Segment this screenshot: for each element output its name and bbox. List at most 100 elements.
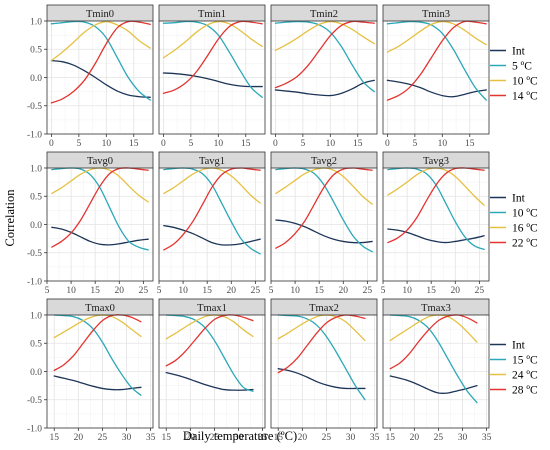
y-tick-label: 0.5 — [30, 340, 42, 350]
x-tick-label: 30 — [122, 433, 132, 443]
series-line-10c — [162, 20, 263, 59]
x-tick-label: 15 — [49, 433, 59, 443]
x-tick-label: 5 — [412, 139, 417, 149]
facet-title: Tmax3 — [421, 303, 451, 314]
facet-panel-Tavg3: Tavg3 5 10 15 20 25 — [381, 151, 490, 296]
series-line-int — [53, 375, 142, 391]
y-axis-title: Correlation — [3, 189, 17, 247]
x-tick-label: 0 — [161, 139, 166, 149]
facet-title: Tavg1 — [199, 156, 225, 167]
x-tick-label: 15 — [465, 139, 475, 149]
x-tick-label: 10 — [214, 139, 224, 149]
x-tick-label: 10 — [326, 139, 336, 149]
x-tick-label: 15 — [241, 139, 251, 149]
series-line-28c — [165, 314, 254, 367]
x-tick-label: 20 — [227, 286, 237, 296]
facet-title: Tavg3 — [423, 156, 449, 167]
series-line-10c — [50, 20, 151, 62]
y-tick-label: -0.5 — [27, 249, 42, 259]
legends-layer: Int 5 ºC 10 ºC 14 ºC Int 10 ºC 16 ºC 22 ºC Int 15… — [490, 46, 538, 397]
y-tick-label: -0.5 — [27, 396, 42, 406]
x-tick-label: 15 — [385, 433, 395, 443]
x-tick-label: 20 — [451, 286, 461, 296]
x-tick-label: 25 — [322, 433, 332, 443]
x-tick-label: 5 — [157, 286, 162, 296]
panel-border — [270, 20, 378, 135]
legend-label: 28 ºC — [512, 385, 538, 397]
x-tick-label: 5 — [188, 139, 193, 149]
legend-label: Int — [512, 193, 526, 205]
y-tick-label: -1.0 — [27, 130, 42, 140]
x-tick-label: 15 — [353, 139, 363, 149]
legend-label: Int — [512, 340, 526, 352]
x-tick-label: 0 — [49, 139, 54, 149]
legend-label: 15 ºC — [512, 355, 538, 367]
x-tick-label: 10 — [438, 139, 448, 149]
facet-panel-Tmax0: Tmax0 15 20 25 30 35 -1.0 -0.5 0.0 0.5 1.0 — [27, 298, 156, 443]
x-tick-label: 10 — [178, 286, 188, 296]
legend-label: 24 ºC — [512, 370, 538, 382]
series-line-14c — [162, 20, 263, 94]
x-tick-label: 35 — [146, 433, 156, 443]
x-tick-label: 15 — [129, 139, 139, 149]
legend-row-3: Int 15 ºC 24 ºC 28 ºC — [490, 340, 538, 397]
series-line-14c — [274, 20, 375, 89]
panel-border — [158, 314, 266, 429]
x-tick-label: 30 — [234, 433, 244, 443]
facet-title: Tmax2 — [309, 303, 339, 314]
legend-label: 5 ºC — [512, 61, 532, 73]
series-line-10c — [274, 20, 375, 52]
series-line-int — [274, 79, 375, 97]
x-tick-label: 20 — [115, 286, 125, 296]
panel-border — [382, 314, 490, 429]
x-tick-label: 0 — [273, 139, 278, 149]
x-tick-label: 10 — [66, 286, 76, 296]
panel-border — [158, 167, 266, 282]
facet-panel-Tavg1: Tavg1 5 10 15 20 25 — [157, 151, 266, 296]
x-tick-label: 15 — [161, 433, 171, 443]
x-tick-label: 25 — [434, 433, 444, 443]
series-line-10c — [386, 20, 487, 53]
facet-panel-Tmax2: Tmax2 15 20 25 30 35 — [270, 298, 380, 443]
series-line-5c — [274, 20, 375, 93]
series-line-15c — [53, 314, 142, 396]
x-tick-label: 10 — [290, 286, 300, 296]
legend-row-2: Int 10 ºC 16 ºC 22 ºC — [490, 193, 538, 250]
facet-panel-Tmin0: Tmin0 0 5 10 15 -1.0 -0.5 0.0 0.5 1.0 — [27, 4, 154, 149]
x-tick-label: 10 — [402, 286, 412, 296]
x-tick-label: 20 — [410, 433, 420, 443]
x-tick-label: 25 — [251, 286, 261, 296]
panel-border — [382, 167, 490, 282]
x-tick-label: 15 — [273, 433, 283, 443]
facet-panel-Tmax1: Tmax1 15 20 25 30 35 — [158, 298, 268, 443]
facet-title: Tmin2 — [310, 9, 338, 20]
legend-label: Int — [512, 46, 526, 58]
legend-label: 16 ºC — [512, 223, 538, 235]
x-tick-label: 20 — [74, 433, 84, 443]
series-line-int — [162, 72, 263, 88]
x-tick-label: 20 — [298, 433, 308, 443]
x-tick-label: 25 — [139, 286, 149, 296]
y-tick-label: 1.0 — [30, 311, 42, 321]
series-line-28c — [53, 314, 142, 372]
y-tick-label: 1.0 — [30, 164, 42, 174]
facet-panel-Tmin1: Tmin1 0 5 10 15 — [158, 4, 266, 149]
facet-title: Tmin3 — [422, 9, 450, 20]
x-tick-label: 15 — [90, 286, 100, 296]
x-tick-label: 25 — [475, 286, 485, 296]
facet-panel-Tmin3: Tmin3 0 5 10 15 — [382, 4, 490, 149]
legend-label: 22 ºC — [512, 238, 538, 250]
x-tick-label: 15 — [426, 286, 436, 296]
series-line-int — [165, 371, 254, 391]
y-tick-label: 0.0 — [30, 221, 42, 231]
series-line-5c — [386, 20, 487, 101]
x-tick-label: 35 — [370, 433, 380, 443]
x-tick-label: 20 — [186, 433, 196, 443]
x-tick-label: 5 — [300, 139, 305, 149]
series-line-int — [50, 59, 151, 98]
x-tick-label: 30 — [346, 433, 356, 443]
facet-title: Tmin0 — [86, 9, 114, 20]
x-tick-label: 5 — [269, 286, 274, 296]
series-line-24c — [53, 314, 142, 339]
